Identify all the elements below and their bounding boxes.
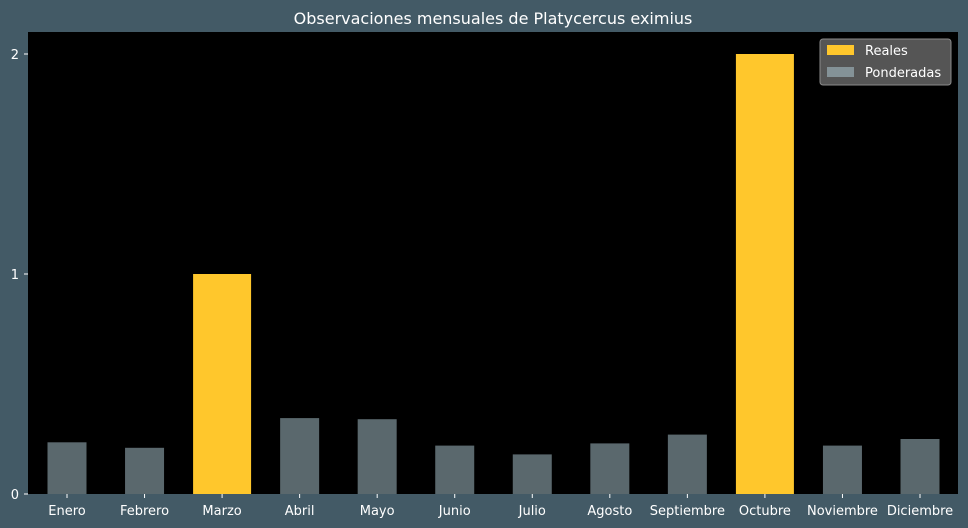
x-tick-label-septiembre: Septiembre bbox=[650, 504, 725, 519]
x-tick-label-octubre: Octubre bbox=[739, 504, 791, 519]
x-tick-label-enero: Enero bbox=[48, 504, 86, 519]
y-tick-label-1: 1 bbox=[11, 268, 19, 283]
bar-ponderadas-junio bbox=[435, 445, 475, 494]
bar-ponderadas-julio bbox=[512, 454, 552, 494]
legend-label-ponderadas: Ponderadas bbox=[865, 66, 941, 81]
bar-ponderadas-septiembre bbox=[667, 434, 707, 494]
x-tick-label-marzo: Marzo bbox=[202, 504, 241, 519]
bar-ponderadas-febrero bbox=[125, 447, 165, 494]
plot-area bbox=[28, 32, 958, 494]
bar-ponderadas-noviembre bbox=[822, 445, 862, 494]
x-axis: Enero Febrero Marzo Abril Mayo Junio Julio Agos… bbox=[48, 494, 953, 519]
x-tick-label-diciembre: Diciembre bbox=[887, 504, 953, 519]
bar-reales-marzo bbox=[193, 274, 252, 494]
legend-label-reales: Reales bbox=[865, 44, 908, 59]
bar-ponderadas-enero bbox=[47, 442, 87, 494]
bar-reales-octubre bbox=[735, 54, 794, 494]
x-tick-label-agosto: Agosto bbox=[587, 504, 632, 519]
x-tick-label-julio: Julio bbox=[518, 504, 546, 519]
legend-swatch-ponderadas bbox=[827, 67, 854, 77]
y-tick-label-2: 2 bbox=[11, 48, 19, 63]
x-tick-label-junio: Junio bbox=[438, 504, 471, 519]
bar-ponderadas-agosto bbox=[590, 443, 630, 494]
x-tick-label-mayo: Mayo bbox=[360, 504, 395, 519]
chart-title: Observaciones mensuales de Platycercus e… bbox=[294, 9, 693, 28]
y-tick-label-0: 0 bbox=[11, 488, 19, 503]
x-tick-label-noviembre: Noviembre bbox=[807, 504, 878, 519]
legend-swatch-reales bbox=[827, 45, 854, 55]
x-tick-label-abril: Abril bbox=[285, 504, 315, 519]
y-axis: 0 1 2 bbox=[11, 48, 28, 503]
bar-ponderadas-abril bbox=[280, 418, 320, 494]
bar-ponderadas-mayo bbox=[357, 419, 397, 494]
bar-ponderadas-diciembre bbox=[900, 439, 940, 494]
x-tick-label-febrero: Febrero bbox=[120, 504, 169, 519]
legend: Reales Ponderadas bbox=[819, 38, 952, 86]
